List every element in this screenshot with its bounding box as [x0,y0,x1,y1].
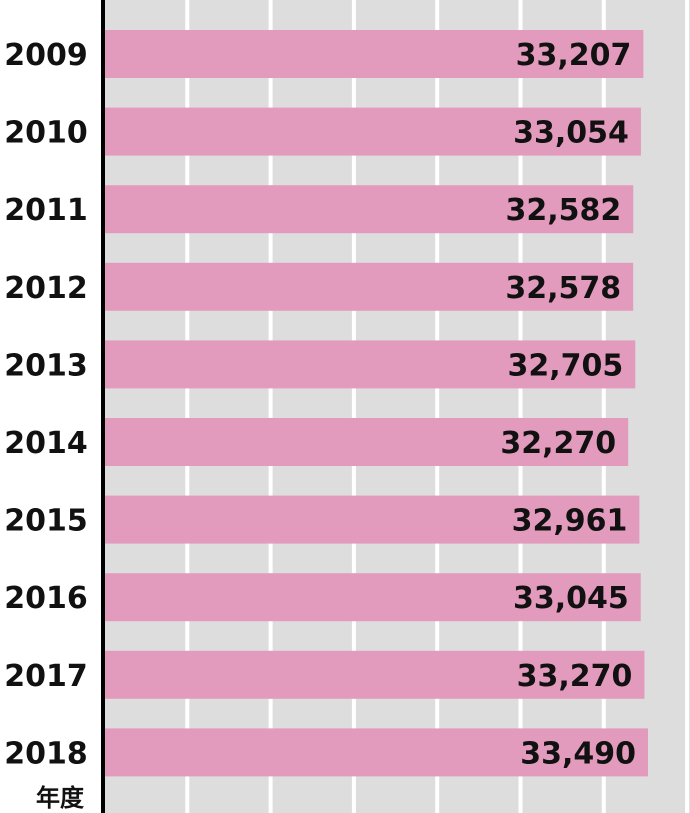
bar [104,728,648,777]
bar [104,185,634,234]
bar-value-label: 32,705 [507,348,623,383]
bar [104,573,641,622]
bar-value-label: 32,578 [505,271,621,306]
category-label: 2015 [4,504,88,539]
bar-value-label: 32,582 [505,193,621,228]
bar-value-label: 33,490 [520,736,636,771]
category-label: 2011 [4,193,88,228]
category-label: 2017 [4,659,88,694]
category-label: 2012 [4,271,88,306]
bar [104,262,634,311]
bar [104,495,640,544]
bar-value-label: 33,045 [513,581,629,616]
bars [104,30,648,777]
bar-value-label: 32,270 [500,426,616,461]
bar [104,340,636,389]
bar-value-label: 33,207 [516,38,632,73]
category-label: 2014 [4,426,88,461]
bar [104,650,645,699]
bar-value-label: 33,054 [513,116,629,151]
bar [104,418,629,466]
category-label: 2013 [4,348,88,383]
bar [104,107,641,156]
category-label: 2010 [4,116,88,151]
value-labels: 33,207 33,054 32,582 32,578 32,705 32,270 32,9… [500,38,636,771]
bar-value-label: 33,270 [517,659,633,694]
category-labels: 2009 2010 2011 2012 2013 2014 2015 2016 2017 2018 [4,38,88,771]
category-label: 2018 [4,736,88,771]
bar [104,30,644,78]
bar-value-label: 32,961 [512,504,628,539]
category-label: 2016 [4,581,88,616]
category-axis-title: 年度 [36,784,85,812]
category-label: 2009 [4,38,88,73]
